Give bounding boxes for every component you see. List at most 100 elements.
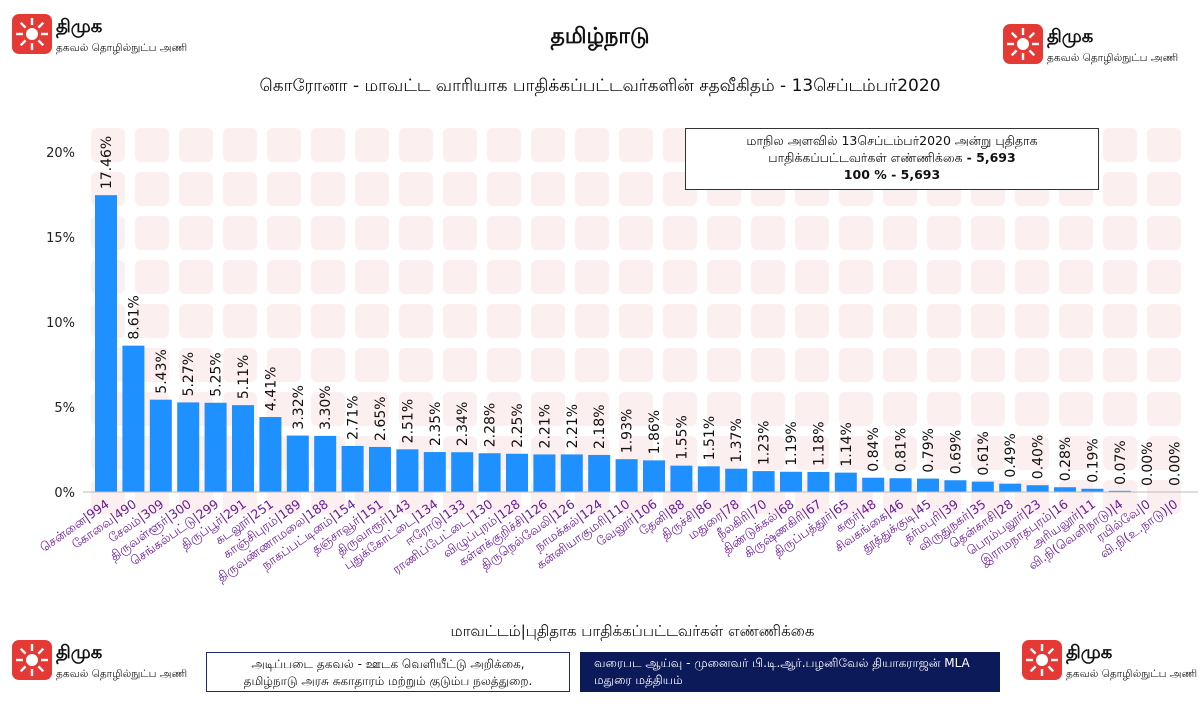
bar-value-label: 0.69% <box>948 430 964 474</box>
watermark-emblem <box>619 260 653 294</box>
bar <box>204 402 227 492</box>
bar-value-label: 0.00% <box>1168 442 1184 486</box>
watermark-emblem <box>795 348 829 382</box>
logo-tagline: தகவல் தொழில்நுட்ப அணி <box>1066 668 1198 680</box>
watermark-emblem <box>839 216 873 250</box>
watermark-emblem <box>267 260 301 294</box>
watermark-emblem <box>311 216 345 250</box>
bar-value-label: 0.49% <box>1003 433 1019 477</box>
watermark-emblem <box>1059 260 1093 294</box>
bar-value-label: 5.27% <box>181 352 197 396</box>
watermark-emblem <box>707 260 741 294</box>
bar-value-label: 1.19% <box>784 421 800 465</box>
bar-value-label: 0.00% <box>1140 442 1156 486</box>
watermark-emblem <box>575 216 609 250</box>
info-box: மாநில அளவில் 13செப்டம்பர்2020 அன்று புதி… <box>685 128 1099 190</box>
bar <box>780 471 802 492</box>
watermark-emblem <box>971 260 1005 294</box>
watermark-emblem <box>839 260 873 294</box>
bar-value-label: 5.25% <box>209 352 225 396</box>
watermark-emblem <box>179 304 213 338</box>
bar-value-label: 1.18% <box>811 421 827 465</box>
watermark-emblem <box>575 260 609 294</box>
watermark-emblem <box>267 216 301 250</box>
y-tick-label: 20% <box>46 146 75 161</box>
credit-line-1: வரைபட ஆய்வு - முனைவர் பி.டி.ஆர்.பழனிவேல்… <box>594 656 970 670</box>
watermark-emblem <box>707 392 741 426</box>
watermark-emblem <box>575 348 609 382</box>
watermark-emblem <box>839 392 873 426</box>
watermark-emblem <box>443 348 477 382</box>
watermark-emblem <box>223 304 257 338</box>
watermark-emblem <box>223 128 257 162</box>
watermark-emblem <box>663 260 697 294</box>
watermark-emblem <box>135 128 169 162</box>
bar-value-label: 0.61% <box>976 431 992 475</box>
bar <box>423 452 446 492</box>
bar-value-label: 1.14% <box>839 422 855 466</box>
watermark-emblem <box>1147 348 1181 382</box>
bar-value-label: 2.51% <box>400 399 416 443</box>
watermark-emblem <box>1059 436 1093 470</box>
bar-value-label: 0.07% <box>1113 440 1129 484</box>
watermark-emblem <box>927 348 961 382</box>
info-line-2: பாதிக்கப்பட்டவர்கள் எண்ணிக்கை - 5,693 <box>686 149 1098 166</box>
logo-tagline: தகவல் தொழில்நுட்ப அணி <box>56 42 188 54</box>
bar-value-label: 8.61% <box>126 295 142 339</box>
watermark-emblem <box>795 260 829 294</box>
watermark-emblem <box>707 304 741 338</box>
watermark-emblem <box>751 216 785 250</box>
sun-emblem-icon <box>12 640 52 680</box>
bar-value-label: 0.79% <box>921 428 937 472</box>
logo-tagline: தகவல் தொழில்நுட்ப அணி <box>56 668 188 680</box>
logo-brand: திமுக <box>56 16 103 37</box>
chart-subtitle: கொரோனா - மாவட்ட வாரியாக பாதிக்கப்பட்டவர்… <box>259 76 941 96</box>
watermark-emblem <box>1015 348 1049 382</box>
bar-chart: 0%5%10%15%20% 17.46%சென்னை|9948.61%கோவை|4… <box>37 128 1198 585</box>
watermark-emblem <box>575 128 609 162</box>
info-line-2-text: பாதிக்கப்பட்டவர்கள் எண்ணிக்கை <box>768 150 967 165</box>
watermark-emblem <box>1103 128 1137 162</box>
watermark-emblem <box>971 348 1005 382</box>
bar-value-label: 0.28% <box>1058 437 1074 481</box>
bar-value-label: 2.18% <box>592 404 608 448</box>
watermark-emblem <box>487 172 521 206</box>
watermark-emblem <box>355 304 389 338</box>
bar <box>752 471 775 492</box>
bar-value-label: 2.71% <box>346 395 362 439</box>
info-total-value: - 5,693 <box>966 150 1016 165</box>
watermark-emblem <box>619 348 653 382</box>
watermark-emblem <box>1103 480 1137 514</box>
watermark-emblem <box>795 392 829 426</box>
watermark-emblem <box>311 128 345 162</box>
watermark-emblem <box>1147 172 1181 206</box>
watermark-emblem <box>267 172 301 206</box>
watermark-emblem <box>619 172 653 206</box>
sun-emblem-icon <box>12 14 52 54</box>
bar-value-label: 3.32% <box>291 385 307 429</box>
bar <box>971 481 994 492</box>
watermark-emblem <box>883 436 917 470</box>
watermark-emblem <box>795 436 829 470</box>
watermark-emblem <box>311 348 345 382</box>
watermark-emblem <box>355 216 389 250</box>
info-line-3: 100 % - 5,693 <box>843 167 941 182</box>
bar <box>314 435 337 492</box>
watermark-emblem <box>1015 436 1049 470</box>
bar <box>560 454 583 492</box>
watermark-emblem <box>531 128 565 162</box>
watermark-emblem <box>839 348 873 382</box>
bar <box>917 478 939 492</box>
watermark-emblem <box>1103 436 1137 470</box>
watermark-emblem <box>707 348 741 382</box>
info-line-1: மாநில அளவில் 13செப்டம்பர்2020 அன்று புதி… <box>746 133 1038 148</box>
watermark-emblem <box>971 304 1005 338</box>
watermark-emblem <box>355 348 389 382</box>
watermark-emblem <box>751 260 785 294</box>
logo-brand: திமுக <box>1066 642 1113 663</box>
bar <box>725 468 748 492</box>
bar <box>944 480 967 492</box>
watermark-emblem <box>707 436 741 470</box>
watermark-emblem <box>355 392 389 426</box>
watermark-emblem <box>883 260 917 294</box>
